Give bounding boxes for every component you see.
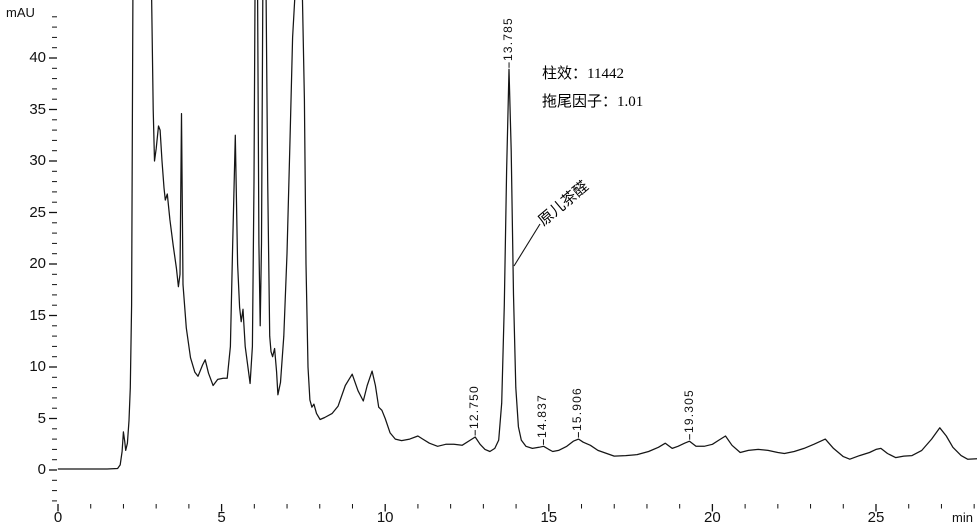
x-tick-label: 5 [217,509,226,526]
x-tick-label: 25 [867,509,885,526]
y-tick-label: 25 [29,203,46,221]
stats-annotation: 柱效：11442 拖尾因子：1.01 [542,60,643,116]
compound-leader-line [513,223,541,267]
y-tick-label: 30 [29,152,46,169]
y-tick-label: 15 [29,306,46,324]
y-tick-label: 40 [29,49,46,66]
peak-retention-time-label: 12.750 [467,385,482,430]
tailing-factor-text: 拖尾因子：1.01 [542,94,644,110]
x-tick-label: 0 [53,509,63,526]
y-axis-title: mAU [6,5,35,20]
peak-retention-time-label: 14.837 [535,394,550,439]
x-tick-label: 10 [376,509,394,526]
peak-retention-time-label: 15.906 [570,387,585,432]
axis-ticks [49,16,975,512]
y-tick-label: 5 [37,409,46,427]
y-tick-label: 20 [29,255,46,272]
y-tick-label: 35 [29,100,46,118]
y-tick-label: 0 [37,461,46,478]
peak-retention-time-label: 13.785 [501,17,516,62]
peak-label-connectors [474,62,691,445]
x-axis-title: min [952,510,973,525]
column-efficiency-text: 柱效：11442 [542,66,624,82]
y-tick-label: 10 [29,358,46,375]
chromatogram-trace [57,0,977,470]
peak-retention-time-label: 19.305 [681,389,696,434]
x-tick-label: 15 [540,509,558,526]
x-tick-label: 20 [704,509,721,526]
